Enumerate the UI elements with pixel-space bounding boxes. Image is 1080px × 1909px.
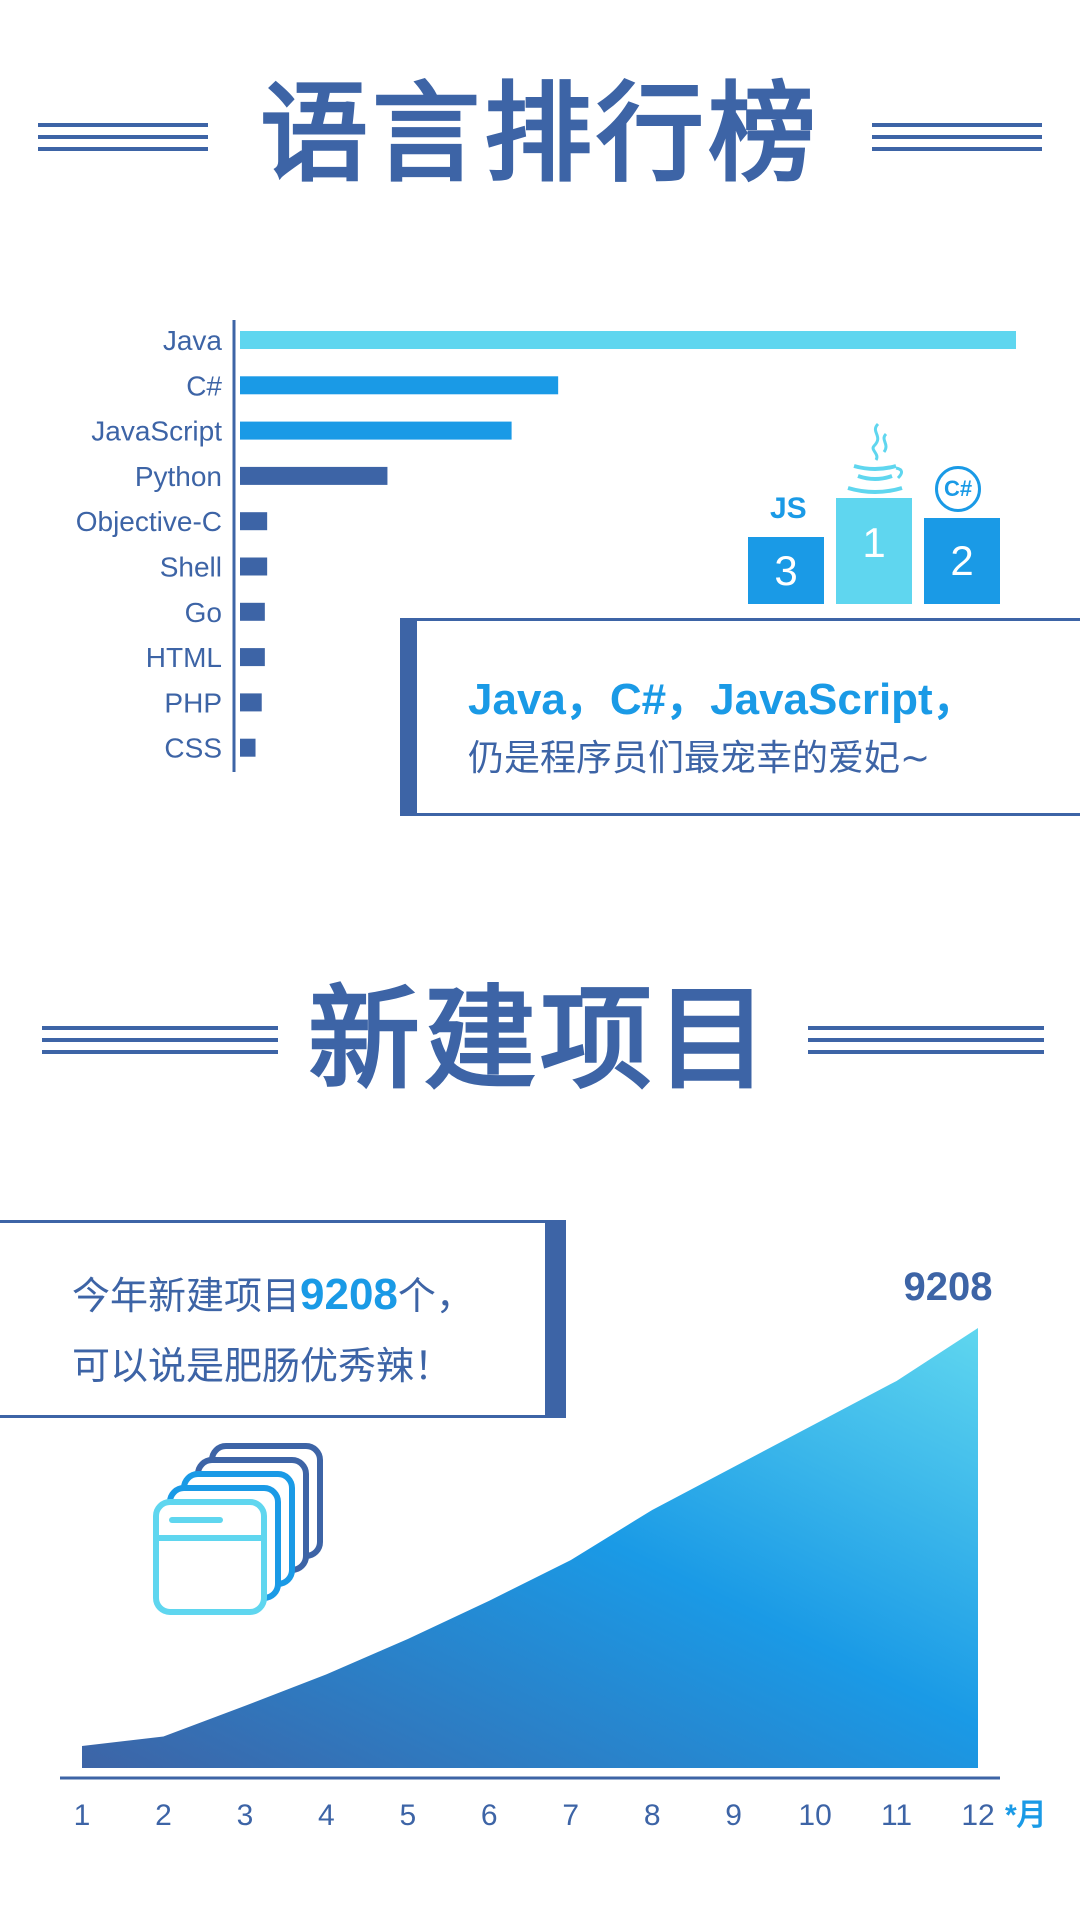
bar-label-8: PHP <box>164 687 222 718</box>
callout2-prefix: 今年新建项目 <box>72 1274 301 1318</box>
bar-label-2: JavaScript <box>91 416 222 447</box>
x-tick-9: 10 <box>798 1799 831 1830</box>
x-tick-11: 12 <box>961 1799 994 1830</box>
x-tick-4: 5 <box>399 1799 416 1830</box>
projects-area-chart: 9208 1 2 3 4 5 6 7 8 9 10 11 12 *月 <box>60 1265 1047 1830</box>
callout-line2: 仍是程序员们最宠幸的爱妃~ <box>468 738 931 779</box>
callout2-number: 9208 <box>300 1270 398 1319</box>
x-tick-1: 2 <box>155 1799 172 1830</box>
title1-left-lines <box>38 123 208 159</box>
callout-accent-bar <box>403 621 417 813</box>
bar-7 <box>240 648 265 667</box>
bar-label-4: Objective-C <box>76 506 222 537</box>
callout2-accent-bar <box>545 1223 563 1415</box>
csharp-badge: C# <box>935 466 981 512</box>
x-tick-0: 1 <box>74 1799 91 1830</box>
bar-4 <box>240 512 268 531</box>
section2-title: 新建项目 <box>308 975 772 1105</box>
podium-third: 3 <box>748 537 824 604</box>
podium: JS C# 3 1 2 <box>740 410 1010 610</box>
callout-line1: Java，C#，JavaScript， <box>468 675 977 724</box>
x-tick-8: 9 <box>725 1799 742 1830</box>
stacked-windows-icon <box>153 1443 323 1615</box>
x-tick-2: 3 <box>237 1799 254 1830</box>
bar-label-6: Go <box>185 597 222 628</box>
bar-label-0: Java <box>163 325 223 356</box>
bar-0 <box>240 331 1016 349</box>
section1-title: 语言排行榜 <box>259 72 820 197</box>
js-badge: JS <box>770 492 807 525</box>
x-tick-10: 11 <box>881 1799 912 1830</box>
bar-label-1: C# <box>186 370 222 401</box>
java-cup-icon <box>847 422 903 494</box>
callout2-suffix: 个， <box>397 1274 474 1318</box>
x-tick-5: 6 <box>481 1799 498 1830</box>
x-unit-label: *月 <box>1005 1799 1047 1830</box>
bar-label-3: Python <box>135 461 222 492</box>
title1-right-lines <box>872 123 1042 159</box>
x-tick-7: 8 <box>644 1799 661 1830</box>
bar-8 <box>240 693 262 712</box>
callout2-line1: 今年新建项目9208个， <box>72 1265 474 1320</box>
bar-1 <box>240 376 559 395</box>
peak-value-label: 9208 <box>904 1265 993 1309</box>
project-callout: 今年新建项目9208个， 可以说是肥肠优秀辣！ <box>0 1220 566 1418</box>
bar-3 <box>240 466 388 485</box>
bar-label-9: CSS <box>164 733 222 764</box>
area-series <box>82 1328 978 1768</box>
bar-label-5: Shell <box>160 552 222 583</box>
bar-6 <box>240 602 265 621</box>
bar-5 <box>240 557 268 576</box>
language-callout: Java，C#，JavaScript， 仍是程序员们最宠幸的爱妃~ <box>400 618 1080 816</box>
x-tick-6: 7 <box>562 1799 579 1830</box>
bar-label-7: HTML <box>146 642 222 673</box>
title2-right-lines <box>808 1026 1044 1062</box>
x-tick-3: 4 <box>318 1799 335 1830</box>
bar-9 <box>240 738 256 757</box>
title2-left-lines <box>42 1026 278 1062</box>
podium-first: 1 <box>836 498 912 604</box>
language-bar-chart: Java C# JavaScript Python Objective-C Shell Go… <box>76 320 1016 772</box>
callout2-line2: 可以说是肥肠优秀辣！ <box>72 1344 453 1388</box>
podium-second: 2 <box>924 518 1000 604</box>
bar-2 <box>240 421 512 440</box>
